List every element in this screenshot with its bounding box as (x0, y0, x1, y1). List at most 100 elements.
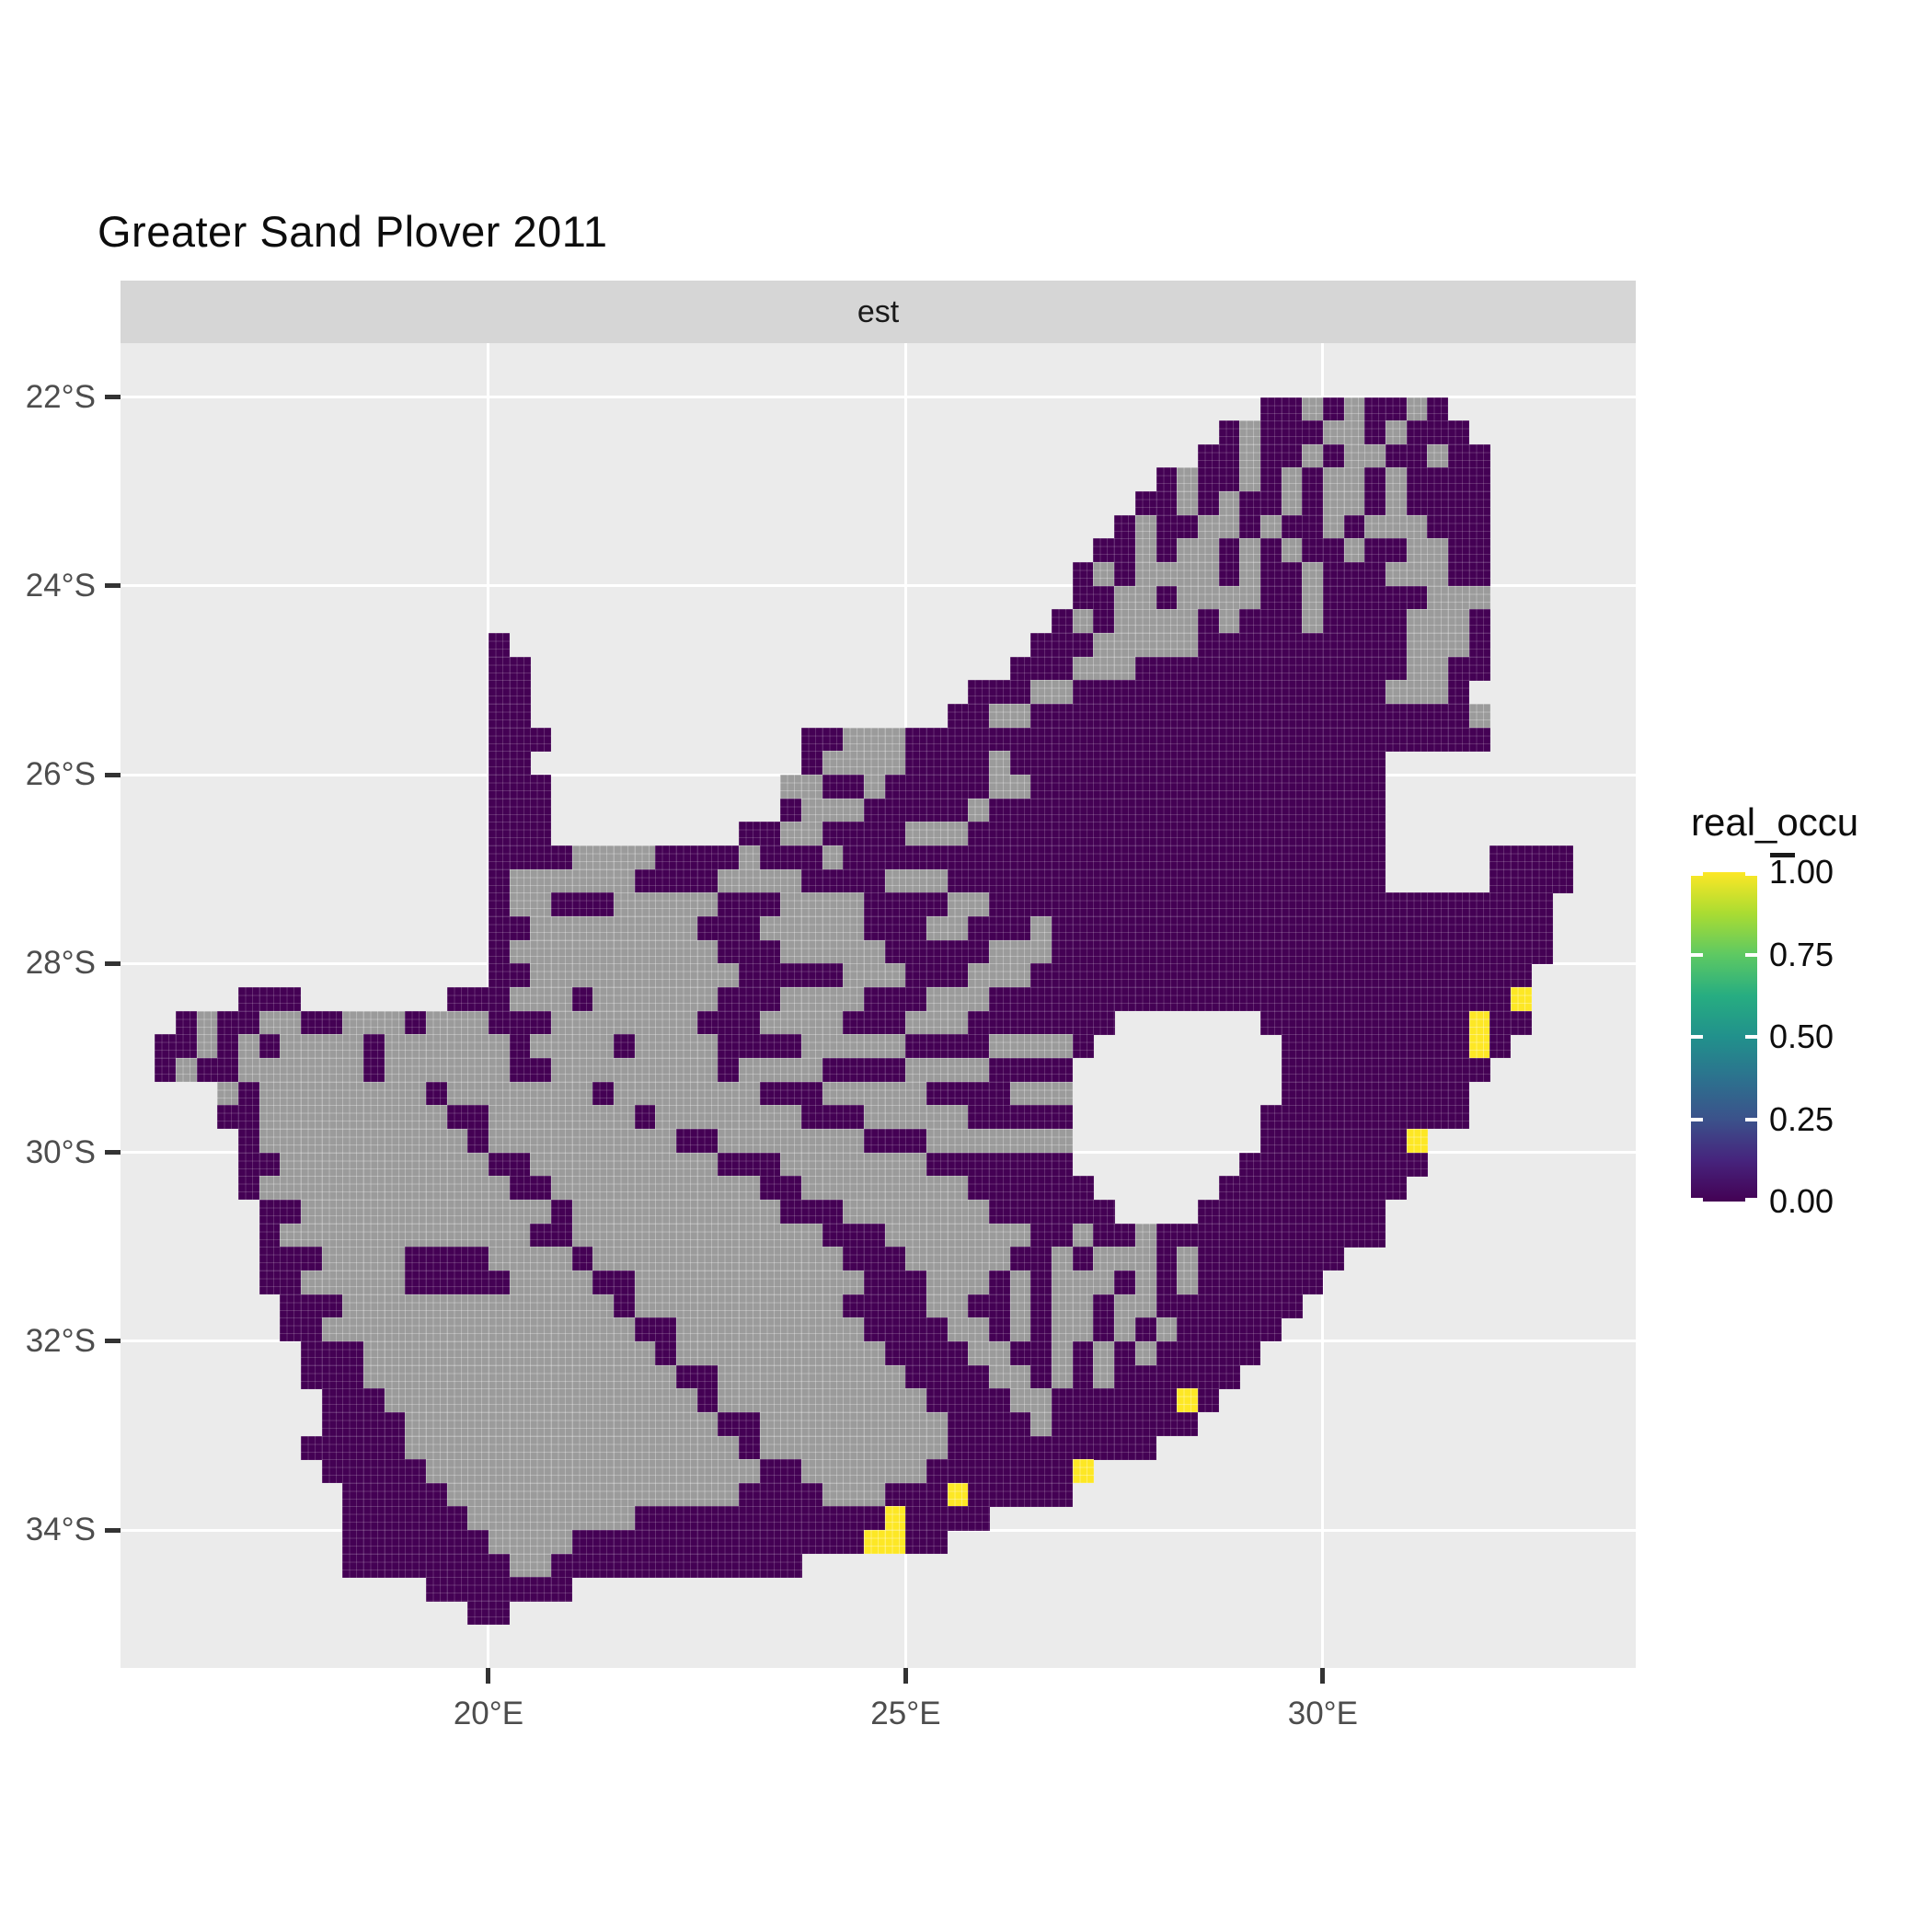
map-cell (739, 986, 761, 1012)
map-cell (1134, 514, 1156, 539)
map-cell (237, 1057, 260, 1083)
map-cell (530, 892, 552, 917)
map-cell (1156, 1317, 1178, 1342)
map-cell (1343, 727, 1365, 752)
map-cell (676, 845, 698, 870)
map-cell (968, 1294, 990, 1318)
map-cell (864, 1435, 886, 1460)
map-cell (446, 1506, 468, 1531)
map-cell (446, 1411, 468, 1436)
map-cell (1447, 1105, 1470, 1130)
map-cell (676, 1105, 698, 1130)
map-cell (822, 1388, 844, 1413)
map-cell (488, 704, 511, 729)
map-cell (530, 1577, 552, 1602)
map-cell (280, 1317, 302, 1342)
map-cell (968, 1176, 990, 1201)
map-cell (1427, 609, 1449, 634)
map-cell (1072, 727, 1094, 752)
map-cell (384, 1152, 406, 1177)
map-cell (947, 1340, 969, 1366)
map-cell (571, 1010, 593, 1035)
map-cell (509, 1506, 531, 1531)
map-cell (1281, 1199, 1303, 1225)
map-cell (571, 1176, 593, 1201)
map-cell (614, 986, 636, 1012)
map-cell (696, 1340, 719, 1366)
map-cell (634, 1553, 656, 1578)
map-cell (739, 1388, 761, 1413)
map-cell (739, 845, 761, 870)
map-cell (362, 1459, 385, 1484)
legend-tick-mark (1745, 1198, 1757, 1202)
map-cell (1364, 986, 1386, 1012)
map-cell (1030, 916, 1052, 941)
map-cell (1302, 1010, 1324, 1035)
map-cell (592, 1506, 615, 1531)
map-cell (1302, 798, 1324, 822)
map-cell (947, 1411, 969, 1436)
map-cell (342, 1270, 364, 1295)
map-cell (1259, 939, 1282, 964)
map-cell (989, 1340, 1011, 1366)
map-cell (1447, 963, 1470, 988)
map-cell (1030, 798, 1052, 822)
map-cell (759, 1553, 781, 1578)
map-cell (1552, 845, 1574, 870)
map-cell (259, 1223, 281, 1248)
map-cell (1281, 562, 1303, 587)
map-cell (1072, 1247, 1094, 1271)
map-cell (1406, 397, 1428, 421)
map-cell (1156, 1411, 1178, 1436)
map-cell (968, 892, 990, 917)
map-cell (780, 822, 802, 846)
map-cell (1134, 727, 1156, 752)
map-cell (780, 1411, 802, 1436)
map-cell (1259, 1105, 1282, 1130)
map-cell (1447, 514, 1470, 539)
map-cell (405, 1388, 427, 1413)
map-cell (1281, 491, 1303, 516)
map-cell (884, 822, 906, 846)
map-cell (947, 868, 969, 893)
map-cell (321, 1128, 343, 1154)
map-cell (614, 1506, 636, 1531)
map-cell (1156, 775, 1178, 799)
map-cell (592, 1364, 615, 1389)
map-cell (405, 1294, 427, 1318)
map-cell (1468, 514, 1490, 539)
map-cell (1302, 656, 1324, 681)
map-cell (530, 1057, 552, 1083)
map-cell (384, 1010, 406, 1035)
map-cell (321, 1435, 343, 1460)
map-cell (1259, 1247, 1282, 1271)
map-cell (1197, 538, 1220, 563)
map-cell (1052, 1270, 1074, 1295)
map-cell (905, 986, 927, 1012)
map-cell (1177, 775, 1199, 799)
map-cell (342, 1435, 364, 1460)
map-cell (864, 986, 886, 1012)
map-cell (864, 1199, 886, 1225)
map-cell (780, 1223, 802, 1248)
map-cell (1427, 892, 1449, 917)
map-cell (342, 1081, 364, 1106)
map-cell (739, 1057, 761, 1083)
map-cell (1009, 986, 1031, 1012)
map-cell (300, 1176, 323, 1201)
map-cell (718, 939, 740, 964)
map-cell (488, 1034, 511, 1059)
map-cell (1009, 727, 1031, 752)
map-cell (467, 1435, 489, 1460)
map-cell (259, 1270, 281, 1295)
map-cell (905, 1270, 927, 1295)
map-cell (1302, 845, 1324, 870)
map-cell (1009, 963, 1031, 988)
map-cell (884, 1435, 906, 1460)
map-cell (1114, 751, 1136, 776)
map-cell (1239, 822, 1261, 846)
map-cell (1406, 939, 1428, 964)
map-cell (1156, 822, 1178, 846)
map-cell (1489, 916, 1512, 941)
map-cell (655, 1530, 677, 1555)
